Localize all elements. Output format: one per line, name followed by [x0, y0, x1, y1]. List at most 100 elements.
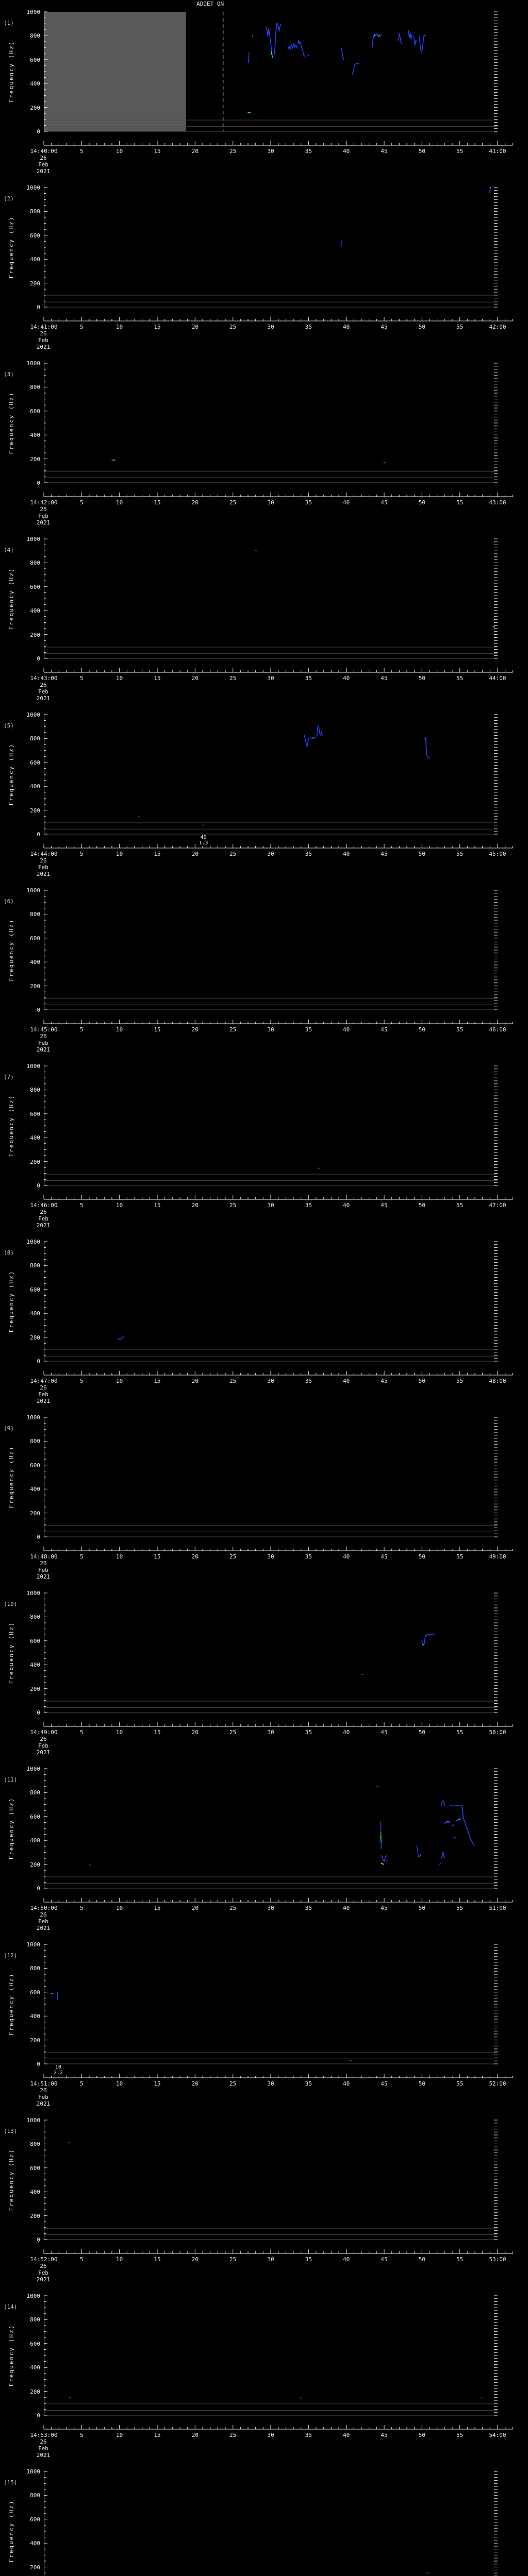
date-label: Feb [38, 2445, 48, 2452]
x-tick-label: 15 [154, 675, 161, 682]
time-axis [43, 1020, 513, 1024]
plot-area [44, 363, 498, 483]
y-axis [44, 1065, 47, 1186]
whistle-contour-trace [119, 1336, 125, 1340]
y-tick-label: 0 [37, 831, 40, 838]
whistle-contour-trace [52, 1993, 54, 1994]
plot-background [44, 1242, 498, 1361]
y-axis-title: Frequency (Hz) [8, 919, 15, 981]
date-label: 2021 [36, 871, 51, 877]
whistle-contour-trace [417, 1853, 421, 1858]
x-axis-end-label: 47:00 [489, 1202, 506, 1209]
y-axis [44, 714, 47, 835]
x-tick-label: 50 [418, 1026, 425, 1033]
x-axis-end-label: 41:00 [489, 148, 506, 155]
x-tick-label: 45 [381, 148, 388, 155]
date-label: 26 [40, 1209, 47, 1215]
date-label: 2021 [36, 2452, 51, 2459]
x-tick-label: 10 [116, 1905, 123, 1911]
x-tick-label: 25 [229, 675, 237, 682]
x-axis-end-label: 45:00 [489, 851, 506, 857]
whistle-contour-trace [371, 33, 382, 48]
x-tick-label: 45 [381, 851, 388, 857]
y-tick-label: 200 [30, 1861, 40, 1868]
y-tick-label: 0 [37, 655, 40, 662]
y-tick-label: 200 [30, 455, 40, 463]
whistle-contour-trace [383, 462, 386, 463]
x-tick-label: 10 [116, 2432, 123, 2438]
plot-area [44, 1592, 498, 1713]
x-tick-label: 50 [418, 1202, 425, 1209]
x-tick-label: 5 [80, 1553, 84, 1560]
x-tick-label: 5 [80, 2256, 84, 2263]
time-axis-ticks [43, 1371, 513, 1376]
y-axis-right-ticks [494, 890, 498, 1010]
x-axis-end-label: 48:00 [489, 1378, 506, 1384]
plot-background [44, 890, 498, 1010]
x-tick-label: 15 [154, 148, 161, 155]
x-tick-label: 40 [343, 2256, 350, 2263]
time-axis-ticks [43, 2074, 513, 2078]
y-axis-title: Frequency (Hz) [8, 2500, 15, 2563]
time-axis [43, 1195, 513, 1200]
date-label: 2021 [36, 1046, 51, 1053]
date-label: Feb [38, 1215, 48, 1222]
whistle-contour-trace [373, 34, 375, 37]
y-tick-label: 400 [30, 959, 40, 966]
y-tick-label: 200 [30, 1334, 40, 1341]
y-tick-label: 600 [30, 935, 40, 942]
y-tick-label: 800 [30, 2492, 40, 2499]
x-tick-label: 55 [456, 2080, 464, 2087]
x-tick-label: 25 [229, 1378, 237, 1384]
date-label: 26 [40, 682, 47, 688]
whistle-contour-trace [89, 1864, 91, 1866]
whistle-contour-trace [408, 29, 412, 40]
x-axis-start-label: 14:53:00 [30, 2432, 58, 2438]
y-tick-label: 800 [30, 1965, 40, 1972]
panel-index-label: (2) [4, 195, 14, 202]
x-tick-label: 15 [154, 1553, 161, 1560]
y-tick-label: 1000 [26, 184, 41, 191]
plot-area [44, 2471, 498, 2576]
date-label: 26 [40, 1384, 47, 1391]
whistle-contour-trace [447, 1821, 449, 1822]
y-axis [44, 1768, 47, 1889]
x-tick-label: 35 [305, 2256, 312, 2263]
plot-area [44, 1768, 498, 1889]
x-tick-label: 35 [305, 2432, 312, 2438]
time-axis-ticks [43, 2425, 513, 2430]
whistle-contour-trace [287, 43, 298, 50]
date-label: Feb [38, 337, 48, 344]
plot-area [44, 2120, 498, 2240]
x-axis-start-label: 14:42:00 [30, 499, 58, 506]
y-axis-right-ticks [494, 1944, 498, 2064]
y-axis [44, 2120, 47, 2240]
x-axis-start-label: 14:48:00 [30, 1553, 58, 1560]
x-tick-label: 35 [305, 1905, 312, 1911]
y-axis-right-ticks [494, 1768, 498, 1889]
y-axis-right-ticks [494, 2120, 498, 2240]
time-axis [43, 2425, 513, 2430]
x-tick-label: 50 [418, 1729, 425, 1736]
y-tick-label: 200 [30, 1685, 40, 1692]
whistle-contour-trace [418, 35, 426, 52]
time-axis-ticks [43, 1898, 513, 1903]
y-axis-title: Frequency (Hz) [8, 1973, 15, 2036]
detection-annotation: 10 2.2 [54, 2064, 63, 2076]
x-axis-end-label: 46:00 [489, 1026, 506, 1033]
whistle-contour-trace [380, 1836, 381, 1840]
panel-index-label: (9) [4, 1425, 14, 1432]
y-axis-title: Frequency (Hz) [8, 2324, 15, 2387]
x-tick-label: 40 [343, 1553, 350, 1560]
y-tick-label: 800 [30, 1789, 40, 1797]
x-tick-label: 10 [116, 1202, 123, 1209]
y-tick-label: 0 [37, 1007, 40, 1013]
y-tick-label: 0 [37, 304, 40, 311]
y-axis [44, 187, 47, 308]
date-label: 2021 [36, 695, 51, 702]
x-tick-label: 30 [267, 1026, 274, 1033]
y-tick-label: 800 [30, 1262, 40, 1269]
spectrogram-panel-4: (4) Frequency (Hz) 0 200 400 600 800 1000 14:43:… [0, 527, 528, 703]
y-axis-right-ticks [494, 11, 498, 132]
y-axis [44, 1944, 47, 2064]
